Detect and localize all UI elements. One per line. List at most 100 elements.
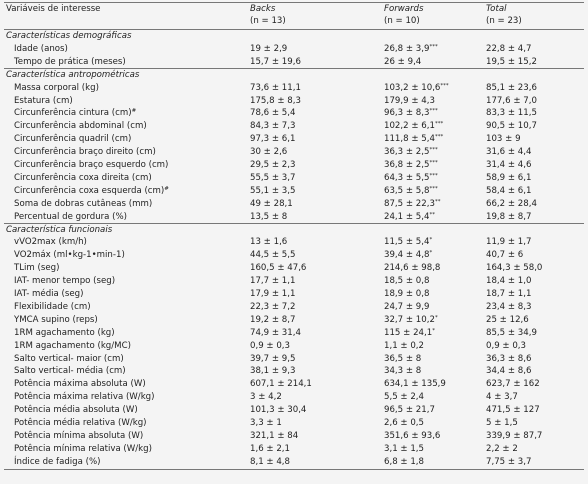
- value-cell: 623,7 ± 162: [486, 379, 540, 390]
- row-label: Tempo de prática (meses): [14, 56, 126, 67]
- superscript: *: [432, 327, 435, 334]
- rule: [4, 29, 584, 30]
- cell-text: 87,5 ± 22,3: [384, 198, 435, 209]
- value-cell: 26,8 ± 3,9***: [384, 43, 438, 55]
- column-n: (n = 13): [250, 16, 286, 26]
- rule: [4, 222, 584, 224]
- rule: [4, 468, 584, 470]
- value-cell: 2,6 ± 0,5: [384, 418, 424, 428]
- column-name: Total: [486, 4, 507, 14]
- row-label: TLim (seg): [14, 263, 60, 274]
- value-cell: 15,7 ± 19,6: [250, 56, 301, 67]
- row-label: VO2máx (ml•kg-1•min-1): [14, 250, 125, 261]
- value-cell: 31,6 ± 4,4: [486, 147, 532, 158]
- value-cell: 19,5 ± 15,2: [486, 56, 537, 67]
- row-label: YMCA supino (reps): [14, 314, 98, 325]
- superscript: *: [429, 250, 433, 257]
- value-cell: 66,2 ± 28,4: [486, 198, 537, 209]
- row-label: Circunferência coxa direita (cm): [14, 172, 152, 183]
- section-title: Característica funcionais: [6, 224, 113, 235]
- value-cell: 29,5 ± 2,3: [250, 160, 296, 170]
- value-cell: 83,3 ± 11,5: [486, 108, 537, 119]
- cell-text: 39,4 ± 4,8: [384, 250, 430, 261]
- superscript: *: [434, 314, 438, 321]
- cell-text: 24,1 ± 5,4: [384, 211, 430, 222]
- cell-text: 36,3 ± 2,5: [384, 147, 430, 158]
- section-title: Características demográficas: [6, 31, 132, 41]
- value-cell: 351,6 ± 93,6: [384, 430, 441, 441]
- superscript: ***: [429, 147, 438, 154]
- value-cell: 13 ± 1,6: [250, 237, 288, 248]
- value-cell: 19 ± 2,9: [250, 43, 288, 54]
- row-label: Circunferência cintura (cm)#: [14, 107, 136, 119]
- value-cell: 339,9 ± 87,7: [486, 430, 543, 441]
- value-cell: 44,5 ± 5,5: [250, 250, 296, 261]
- value-cell: 160,5 ± 47,6: [250, 263, 307, 274]
- cell-text: 11,5 ± 5,4: [384, 237, 430, 248]
- value-cell: 96,3 ± 8,3***: [384, 107, 438, 119]
- value-cell: 321,1 ± 84: [250, 430, 299, 441]
- superscript: ***: [434, 121, 444, 128]
- value-cell: 18,7 ± 1,1: [486, 289, 532, 299]
- value-cell: 607,1 ± 214,1: [250, 379, 312, 390]
- superscript: ***: [429, 43, 438, 50]
- value-cell: 73,6 ± 11,1: [250, 82, 301, 93]
- value-cell: 78,6 ± 5,4: [250, 108, 296, 119]
- cell-text: 111,8 ± 5,4: [384, 134, 435, 145]
- superscript: *: [429, 237, 433, 244]
- value-cell: 17,9 ± 1,1: [250, 289, 296, 299]
- value-cell: 34,4 ± 8,6: [486, 366, 532, 377]
- value-cell: 4 ± 3,7: [486, 392, 518, 403]
- value-cell: 111,8 ± 5,4***: [384, 133, 443, 145]
- value-cell: 101,3 ± 30,4: [250, 405, 307, 416]
- row-label: Salto vertical- média (cm): [14, 366, 126, 377]
- value-cell: 3 ± 4,2: [250, 392, 282, 403]
- value-cell: 214,6 ± 98,8: [384, 263, 441, 274]
- value-cell: 102,2 ± 6,1***: [384, 120, 443, 132]
- value-cell: 1,6 ± 2,1: [250, 443, 290, 454]
- row-label: Flexibilidade (cm): [14, 301, 91, 312]
- value-cell: 84,3 ± 7,3: [250, 121, 296, 132]
- rule: [4, 67, 584, 69]
- superscript: ***: [440, 82, 449, 89]
- value-cell: 87,5 ± 22,3**: [384, 198, 440, 210]
- cell-text: Circunferência coxa esquerda (cm): [14, 185, 165, 196]
- value-cell: 11,5 ± 5,4*: [384, 236, 432, 248]
- row-label: IAT- menor tempo (seg): [14, 276, 116, 287]
- value-cell: 36,8 ± 2,5***: [384, 159, 438, 171]
- column-name: Forwards: [384, 4, 424, 14]
- value-cell: 90,5 ± 10,7: [486, 121, 537, 132]
- value-cell: 55,1 ± 3,5: [250, 185, 296, 196]
- value-cell: 175,8 ± 8,3: [250, 95, 301, 106]
- superscript: ***: [429, 108, 438, 115]
- column-n: (n = 23): [486, 16, 522, 26]
- value-cell: 11,9 ± 1,7: [486, 237, 532, 248]
- value-cell: 3,3 ± 1: [250, 418, 282, 428]
- value-cell: 0,9 ± 0,3: [250, 340, 290, 351]
- row-label: Salto vertical- maior (cm): [14, 353, 124, 364]
- superscript: ***: [429, 172, 438, 179]
- value-cell: 103,2 ± 10,6***: [384, 82, 449, 94]
- superscript: #: [164, 185, 169, 192]
- row-label: 1RM agachamento (kg/MC): [14, 340, 131, 351]
- cell-text: 64,3 ± 5,5: [384, 172, 430, 183]
- value-cell: 22,3 ± 7,2: [250, 301, 296, 312]
- row-label: Estatura (cm): [14, 95, 73, 106]
- row-label: IAT- média (seg): [14, 289, 84, 299]
- value-cell: 177,6 ± 7,0: [486, 95, 537, 106]
- value-cell: 6,8 ± 1,8: [384, 456, 424, 467]
- cell-text: 26,8 ± 3,9: [384, 43, 430, 54]
- value-cell: 38,1 ± 9,3: [250, 366, 296, 377]
- value-cell: 18,4 ± 1,0: [486, 276, 532, 287]
- value-cell: 18,5 ± 0,8: [384, 276, 430, 287]
- row-label: Circunferência quadril (cm): [14, 134, 132, 145]
- value-cell: 22,8 ± 4,7: [486, 43, 532, 54]
- row-label: Massa corporal (kg): [14, 82, 99, 93]
- column-n: (n = 10): [384, 16, 420, 26]
- superscript: **: [434, 198, 441, 205]
- row-label: Circunferência coxa esquerda (cm)#: [14, 185, 169, 197]
- value-cell: 3,1 ± 1,5: [384, 443, 424, 454]
- value-cell: 13,5 ± 8: [250, 211, 288, 222]
- value-cell: 164,3 ± 58,0: [486, 263, 543, 274]
